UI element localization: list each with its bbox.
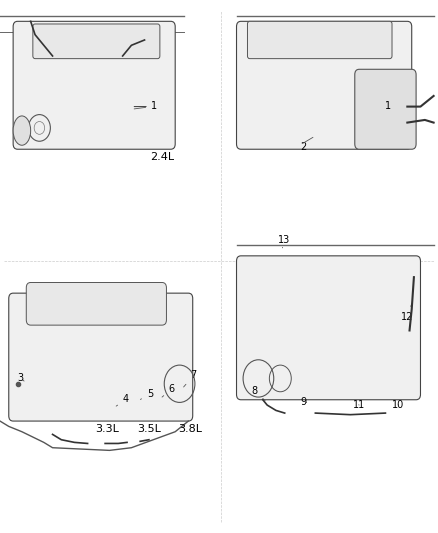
Text: 2.4L: 2.4L xyxy=(150,152,174,162)
FancyBboxPatch shape xyxy=(237,256,420,400)
Text: 10: 10 xyxy=(392,400,404,410)
Text: 8: 8 xyxy=(252,386,265,401)
Text: 1: 1 xyxy=(134,101,157,111)
Text: 7: 7 xyxy=(184,370,197,387)
FancyBboxPatch shape xyxy=(26,282,166,325)
Text: 2: 2 xyxy=(300,142,306,152)
FancyBboxPatch shape xyxy=(237,21,412,149)
Text: 12: 12 xyxy=(401,304,413,322)
Text: 11: 11 xyxy=(353,400,365,410)
FancyBboxPatch shape xyxy=(355,69,416,149)
FancyBboxPatch shape xyxy=(33,24,160,59)
Text: 13: 13 xyxy=(278,235,290,248)
Text: 3: 3 xyxy=(18,373,24,383)
Text: 9: 9 xyxy=(300,397,307,407)
Text: 3.5L: 3.5L xyxy=(137,424,161,434)
Text: 3.3L: 3.3L xyxy=(95,424,119,434)
FancyBboxPatch shape xyxy=(13,21,175,149)
Text: 6: 6 xyxy=(162,384,175,397)
Ellipse shape xyxy=(13,116,31,145)
Text: 3.8L: 3.8L xyxy=(179,424,202,434)
FancyBboxPatch shape xyxy=(247,21,392,59)
Text: 5: 5 xyxy=(141,389,153,399)
Text: 4: 4 xyxy=(116,394,129,406)
FancyBboxPatch shape xyxy=(9,293,193,421)
Text: 1: 1 xyxy=(385,101,392,111)
